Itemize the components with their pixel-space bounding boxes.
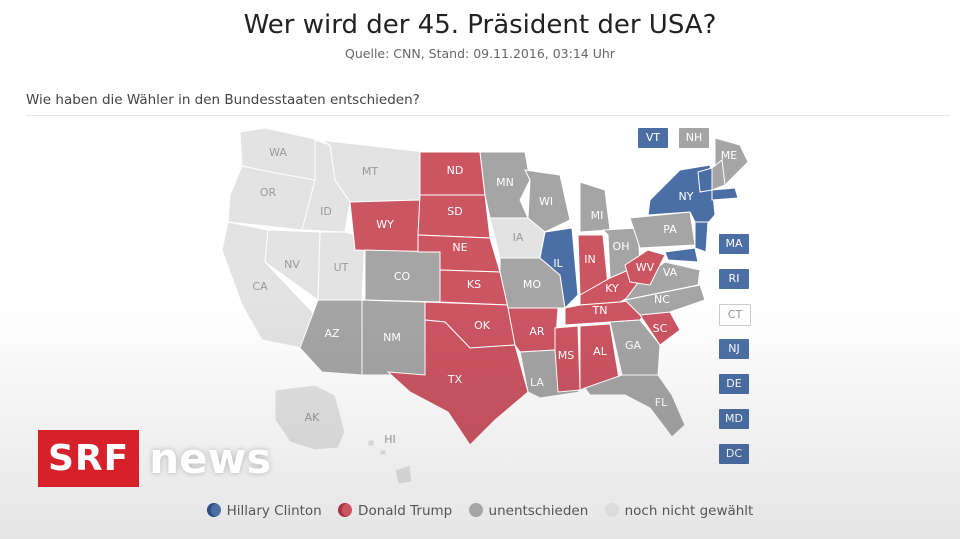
state-mi[interactable]	[579, 181, 611, 233]
state-label-wi: WI	[539, 195, 553, 208]
state-label-sc: SC	[653, 322, 668, 335]
state-label-nv: NV	[284, 258, 300, 271]
small-state-box-de[interactable]: DE	[719, 374, 749, 394]
state-label-nm: NM	[383, 331, 401, 344]
logo-news: news	[149, 434, 272, 483]
state-label-mt: MT	[362, 165, 378, 178]
small-state-box-nj[interactable]: NJ	[719, 339, 749, 359]
legend-item-not-voted[interactable]: noch nicht gewählt	[604, 503, 754, 519]
legend-swatch-clinton	[206, 503, 221, 517]
state-tx[interactable]	[386, 319, 529, 446]
state-label-ok: OK	[474, 319, 491, 332]
state-nh[interactable]	[711, 159, 726, 191]
state-label-id: ID	[320, 205, 332, 218]
logo-srf: SRF	[38, 430, 140, 487]
divider	[26, 115, 950, 116]
small-state-box-md[interactable]: MD	[719, 409, 749, 429]
state-label-nd: ND	[447, 164, 464, 177]
state-label-pa: PA	[663, 223, 677, 236]
page-title: Wer wird der 45. Präsident der USA?	[243, 10, 717, 40]
state-va[interactable]	[623, 261, 701, 301]
legend-item-trump[interactable]: Donald Trump	[338, 503, 452, 519]
state-label-ks: KS	[467, 278, 481, 291]
state-label-in: IN	[584, 253, 595, 266]
state-label-me: ME	[721, 149, 737, 162]
legend: Hillary Clinton Donald Trump unentschied…	[0, 503, 960, 519]
state-label-tx: TX	[447, 373, 463, 386]
legend-swatch-trump	[338, 503, 353, 517]
state-label-mi: MI	[591, 209, 604, 222]
state-ma[interactable]	[711, 187, 739, 201]
small-state-box-ct[interactable]: CT	[719, 304, 751, 326]
state-md[interactable]	[664, 247, 699, 263]
small-state-box-ri[interactable]: RI	[719, 269, 749, 289]
small-state-box-dc[interactable]: DC	[719, 444, 749, 464]
state-label-ia: IA	[513, 231, 524, 244]
small-state-box-nh[interactable]: NH	[679, 128, 709, 148]
state-label-tn: TN	[592, 304, 608, 317]
state-label-ca: CA	[252, 280, 268, 293]
state-label-ak: AK	[305, 411, 321, 424]
state-wv[interactable]	[624, 249, 666, 286]
state-ak[interactable]	[274, 384, 346, 451]
map-question: Wie haben die Wähler in den Bundesstaate…	[26, 92, 420, 108]
state-label-ut: UT	[334, 261, 349, 274]
legend-label: noch nicht gewählt	[624, 503, 754, 519]
srf-news-logo: SRF news	[38, 430, 271, 487]
legend-label: Hillary Clinton	[226, 503, 322, 519]
state-label-wv: WV	[636, 261, 655, 274]
state-label-nc: NC	[654, 293, 670, 306]
state-label-il: IL	[553, 257, 563, 270]
state-az[interactable]	[299, 299, 363, 376]
state-ms[interactable]	[554, 325, 581, 393]
legend-item-undecided[interactable]: unentschieden	[468, 503, 589, 519]
state-label-mn: MN	[496, 176, 514, 189]
state-label-hi: HI	[384, 433, 396, 446]
state-label-fl: FL	[655, 396, 668, 409]
state-label-mo: MO	[523, 278, 541, 291]
state-ga[interactable]	[609, 319, 661, 376]
state-label-co: CO	[394, 270, 411, 283]
state-label-wa: WA	[269, 146, 287, 159]
state-label-ky: KY	[605, 282, 619, 295]
legend-swatch-not-voted	[604, 503, 619, 517]
small-state-box-ma[interactable]: MA	[719, 234, 749, 254]
state-label-ms: MS	[558, 349, 574, 362]
state-label-ny: NY	[679, 190, 694, 203]
state-label-ne: NE	[452, 241, 467, 254]
state-label-ga: GA	[625, 339, 642, 352]
state-label-wy: WY	[376, 218, 394, 231]
legend-label: unentschieden	[488, 503, 589, 519]
state-label-oh: OH	[613, 240, 630, 253]
source-note: Quelle: CNN, Stand: 09.11.2016, 03:14 Uh…	[345, 46, 615, 61]
state-label-va: VA	[663, 266, 678, 279]
state-nj[interactable]	[694, 221, 709, 253]
legend-swatch-undecided	[468, 503, 483, 517]
legend-item-clinton[interactable]: Hillary Clinton	[206, 503, 322, 519]
state-label-sd: SD	[447, 205, 462, 218]
state-label-la: LA	[530, 376, 544, 389]
legend-label: Donald Trump	[358, 503, 453, 519]
state-label-or: OR	[260, 186, 277, 199]
state-fl[interactable]	[584, 374, 686, 438]
small-state-box-vt[interactable]: VT	[638, 128, 668, 148]
state-label-az: AZ	[324, 327, 340, 340]
state-ut[interactable]	[317, 231, 366, 301]
state-mn[interactable]	[479, 151, 531, 219]
state-hi[interactable]	[367, 439, 413, 485]
state-vt[interactable]	[697, 167, 713, 193]
state-label-al: AL	[593, 345, 608, 358]
state-label-ar: AR	[529, 325, 545, 338]
